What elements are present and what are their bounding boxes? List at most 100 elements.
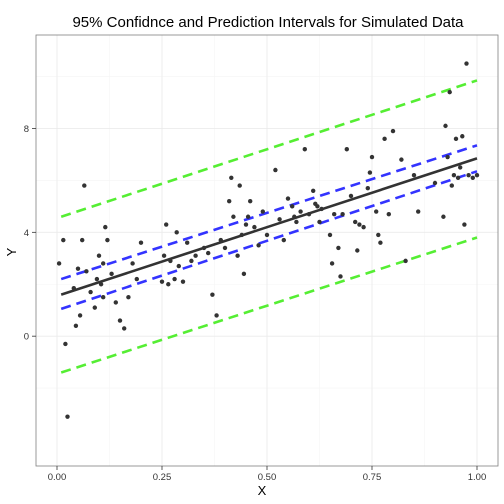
data-point [460, 134, 465, 139]
data-point [470, 175, 475, 181]
interval-lines [60, 79, 478, 374]
data-point [98, 282, 104, 287]
data-point [451, 173, 457, 178]
x-tick-label: 0.25 [153, 472, 172, 483]
fit-line [60, 157, 478, 296]
data-point [166, 282, 171, 287]
data-point [134, 276, 139, 282]
data-point [378, 240, 383, 245]
data-point [126, 295, 131, 300]
data-point [281, 237, 286, 243]
data-point [214, 313, 219, 318]
data-point [159, 279, 165, 284]
data-point [161, 253, 167, 258]
data-point [164, 222, 169, 227]
data-point [61, 237, 66, 243]
data-point [138, 240, 144, 245]
data-point [65, 414, 70, 419]
data-point [256, 243, 261, 248]
data-point [273, 167, 278, 173]
y-tick-label: 4 [24, 228, 29, 239]
data-point [248, 198, 253, 204]
data-point [88, 289, 93, 295]
data-point [367, 170, 373, 175]
data-points [56, 61, 480, 419]
data-point [113, 300, 119, 305]
data-point [447, 89, 452, 95]
y-axis-title: Y [4, 247, 19, 256]
data-point [218, 237, 223, 243]
data-point [71, 285, 77, 291]
chart-title: 95% Confidnce and Prediction Intervals f… [72, 14, 464, 31]
data-point [176, 263, 181, 269]
data-point [353, 219, 358, 225]
data-point [455, 175, 461, 181]
data-point [361, 224, 366, 230]
data-point [357, 222, 362, 227]
data-point [311, 188, 316, 193]
data-point [315, 204, 320, 209]
data-point [399, 157, 404, 162]
data-point [231, 214, 236, 219]
data-point [227, 198, 232, 204]
data-point [374, 209, 379, 214]
data-point [252, 224, 257, 230]
data-point [82, 183, 87, 188]
confidence-upper-line [60, 144, 478, 281]
data-point [365, 185, 370, 191]
data-point [294, 219, 299, 225]
data-point [336, 245, 341, 251]
data-point [329, 261, 335, 266]
data-point [239, 232, 244, 238]
data-point [245, 214, 251, 219]
data-point [338, 274, 343, 279]
x-tick-label: 0.00 [48, 472, 67, 483]
data-point [77, 313, 83, 318]
data-point [369, 154, 375, 160]
data-point [411, 173, 417, 178]
data-point [355, 248, 360, 253]
data-point [386, 211, 391, 217]
prediction-upper-line [60, 79, 478, 218]
data-point [458, 165, 463, 170]
data-point [201, 245, 207, 251]
data-point [332, 211, 337, 217]
data-point [92, 305, 98, 310]
data-point [306, 211, 312, 217]
data-point [302, 147, 307, 152]
y-tick-label: 0 [24, 332, 29, 343]
data-point [443, 123, 448, 129]
data-point [464, 61, 469, 66]
data-point [285, 196, 291, 201]
data-point [241, 271, 247, 277]
data-point [449, 183, 454, 188]
data-point [277, 217, 282, 222]
data-point [235, 253, 240, 258]
data-point [168, 258, 173, 264]
data-point [432, 180, 438, 186]
data-point [445, 154, 450, 160]
data-point [174, 230, 179, 235]
data-point [290, 204, 295, 209]
data-point [122, 326, 127, 331]
data-point [210, 292, 215, 297]
data-point [319, 206, 324, 212]
data-point [327, 232, 333, 238]
x-tick-label: 0.75 [363, 472, 382, 483]
data-point [94, 276, 100, 282]
data-point [237, 183, 242, 188]
data-point [101, 295, 106, 300]
data-point [229, 175, 234, 181]
data-point [466, 173, 471, 178]
prediction-lower-line [60, 236, 478, 374]
data-point [348, 193, 354, 199]
data-point [243, 222, 249, 227]
axis-ticks: 0.00 0.25 0.50 0.75 1.00 0 4 8 [24, 124, 487, 483]
data-point [103, 224, 108, 230]
data-point [344, 147, 349, 152]
data-point [185, 240, 190, 245]
data-point [84, 269, 89, 274]
data-point [298, 209, 303, 214]
data-point [180, 279, 186, 284]
